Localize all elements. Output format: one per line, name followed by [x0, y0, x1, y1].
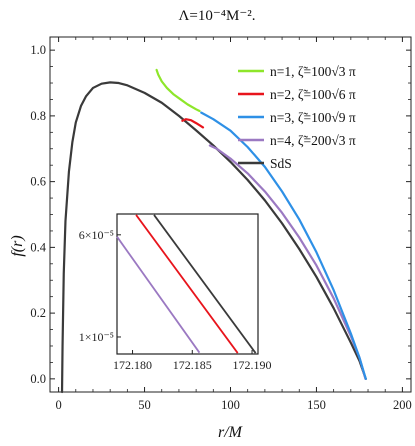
inset-line-3 — [153, 214, 257, 354]
inset-y-tick-label: 1×10⁻⁵ — [79, 330, 114, 344]
inset-x-tick-label: 172.190 — [233, 358, 272, 372]
x-tick-label: 200 — [393, 398, 412, 412]
inset-line-2 — [135, 214, 239, 354]
x-tick-label: 150 — [307, 398, 326, 412]
inset-x-tick-label: 172.185 — [173, 358, 212, 372]
y-tick-label: 0.6 — [30, 175, 46, 189]
y-axis-label: f(r) — [9, 235, 26, 256]
legend-label: n=3, ζ̃=100√9 π — [270, 110, 356, 125]
inset-series-layer — [116, 214, 257, 354]
legend-label: n=2, ζ̃=100√6 π — [270, 87, 356, 102]
legend-label: SdS — [270, 156, 292, 171]
chart-title: Λ=10⁻⁴M⁻². — [179, 8, 256, 24]
inset-x-tick-label: 172.180 — [113, 358, 152, 372]
legend: n=1, ζ̃=100√3 π n=2, ζ̃=100√6 π n=3, ζ̃=10… — [238, 64, 356, 171]
x-axis-label: r/M — [218, 424, 244, 441]
y-tick-label: 1.0 — [30, 43, 46, 57]
series-line-2 — [181, 118, 205, 129]
y-tick-label: 0.0 — [30, 372, 46, 386]
series-line-3 — [200, 111, 367, 380]
y-tick-label: 0.4 — [30, 240, 46, 254]
inset: 172.180 172.185 172.190 1×10⁻⁵ 6×10⁻⁵ — [79, 213, 272, 372]
legend-label: n=4, ζ̃=200√3 π — [270, 133, 356, 148]
inset-y-tick-label: 6×10⁻⁵ — [79, 228, 114, 242]
series-line-1 — [155, 68, 201, 113]
series-line-5 — [60, 81, 367, 394]
x-axis: 0 50 100 150 200 — [55, 37, 412, 412]
x-tick-label: 0 — [55, 398, 61, 412]
y-axis: 0.0 0.2 0.4 0.6 0.8 1.0 — [30, 43, 411, 386]
y-tick-label: 0.2 — [30, 306, 46, 320]
x-tick-label: 50 — [138, 398, 151, 412]
inset-axes: 172.180 172.185 172.190 1×10⁻⁵ 6×10⁻⁵ — [79, 228, 272, 372]
x-tick-label: 100 — [221, 398, 240, 412]
series-layer — [60, 68, 367, 394]
legend-label: n=1, ζ̃=100√3 π — [270, 64, 356, 79]
y-tick-label: 0.8 — [30, 109, 46, 123]
inset-line-1 — [116, 236, 201, 354]
